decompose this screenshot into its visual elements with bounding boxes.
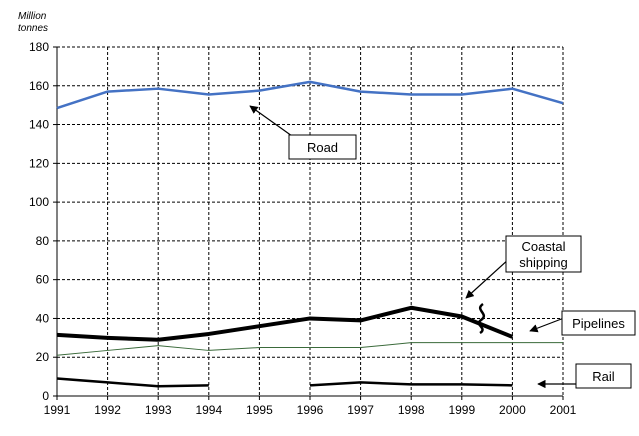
annotation-box [575, 363, 632, 389]
y-axis-ticks: 0 20 40 60 80 100 120 140 160 180 [29, 40, 57, 403]
annotation-box [505, 235, 582, 273]
series-rail [56, 377, 513, 388]
series-line [309, 381, 513, 387]
annotation-label: Pipelines [572, 316, 625, 331]
x-tick-label: 1992 [94, 403, 121, 417]
x-tick-label: 2001 [550, 403, 577, 417]
y-tick-label: 80 [36, 234, 50, 248]
annotation-label: Road [307, 140, 338, 155]
x-tick-label: 1994 [195, 403, 222, 417]
y-tick-label: 140 [29, 118, 49, 132]
y-tick-label: 180 [29, 40, 49, 54]
annotation-pipelines: Pipelines [529, 310, 636, 336]
series-pipelines [56, 342, 563, 356]
y-tick-label: 0 [42, 389, 49, 403]
annotation-arrow [249, 105, 293, 137]
y-tick-label: 20 [36, 350, 50, 364]
svg-text:tonnes: tonnes [18, 23, 48, 34]
annotation-rail: Rail [537, 363, 632, 389]
x-axis-ticks: 1991 1992 1993 1994 1995 1996 1997 1998 1999 2000… [44, 396, 577, 417]
series-road [56, 80, 564, 110]
series-line [56, 80, 564, 110]
svg-text:Million: Million [18, 11, 47, 22]
annotation-label: Rail [592, 369, 615, 384]
series-line [56, 377, 209, 388]
x-tick-label: 2000 [499, 403, 526, 417]
series-group [56, 80, 564, 388]
y-tick-label: 100 [29, 195, 49, 209]
x-tick-label: 1991 [44, 403, 71, 417]
series-line [56, 342, 563, 356]
series-break-mark [477, 302, 486, 335]
annotation-label: shipping [519, 255, 567, 270]
annotation-road: Road [249, 105, 357, 160]
x-tick-label: 1993 [145, 403, 172, 417]
annotation-arrow [529, 317, 565, 333]
y-axis-unit-label: Million tonnes [18, 11, 48, 34]
y-tick-label: 40 [36, 311, 50, 325]
annotation-arrow [465, 257, 511, 299]
series-coastal-shipping [56, 305, 514, 342]
grid [57, 46, 563, 396]
x-tick-label: 1995 [246, 403, 273, 417]
x-tick-label: 1997 [347, 403, 374, 417]
series-line [56, 305, 514, 342]
annotation-label: Coastal [521, 239, 565, 254]
annotation-box [561, 310, 636, 336]
x-tick-label: 1996 [297, 403, 324, 417]
y-tick-label: 120 [29, 156, 49, 170]
y-tick-label: 160 [29, 79, 49, 93]
y-tick-label: 60 [36, 273, 50, 287]
x-tick-label: 1998 [398, 403, 425, 417]
x-tick-label: 1999 [448, 403, 475, 417]
annotation-box [288, 134, 357, 160]
